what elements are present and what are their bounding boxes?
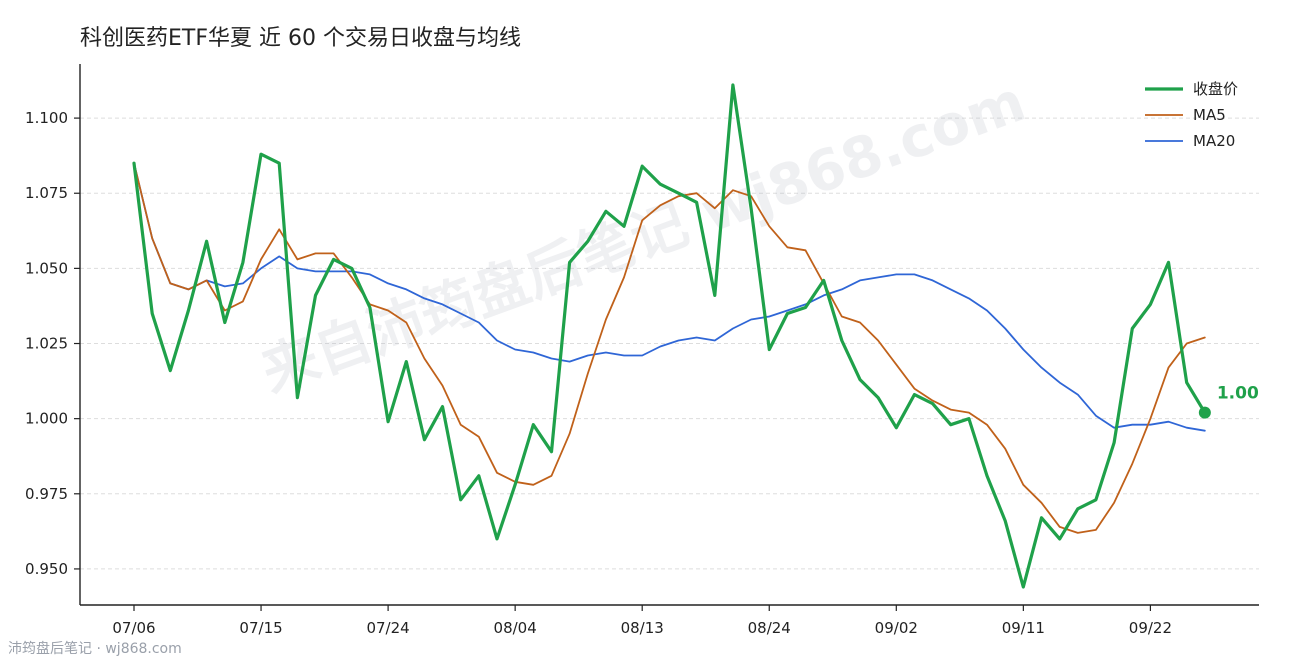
x-tick-label: 08/13: [621, 619, 664, 637]
legend: 收盘价 MA5 MA20: [1145, 80, 1238, 150]
x-tick-label: 09/02: [875, 619, 918, 637]
legend-label: MA5: [1193, 106, 1226, 124]
y-tick-label: 1.100: [25, 109, 68, 127]
y-tick-label: 1.000: [25, 410, 68, 428]
x-tick-label: 09/11: [1002, 619, 1045, 637]
y-tick-label: 1.025: [25, 335, 68, 353]
last-close-label: 1.00: [1217, 384, 1259, 404]
series-line-ma5: [133, 162, 1206, 534]
y-tick-label: 1.075: [25, 184, 68, 202]
series-line-ma20: [133, 162, 1206, 432]
series-line-close: [132, 83, 1207, 589]
x-tick-label: 09/22: [1129, 619, 1172, 637]
chart-title: 科创医药ETF华夏 近 60 个交易日收盘与均线: [80, 26, 521, 51]
legend-label: 收盘价: [1193, 80, 1238, 98]
x-axis-ticks: 07/06 07/15 07/24 08/04 08/13 08/24 09/02 09/11…: [112, 605, 1172, 637]
series-lines: [132, 83, 1207, 589]
y-tick-label: 0.975: [25, 485, 68, 503]
x-tick-label: 07/06: [112, 619, 155, 637]
x-tick-label: 07/24: [366, 619, 409, 637]
x-tick-label: 08/04: [494, 619, 537, 637]
legend-label: MA20: [1193, 132, 1235, 150]
gridlines: [80, 117, 1259, 570]
last-close-marker: [1198, 406, 1211, 419]
footer-text: 沛筠盘后笔记 · wj868.com: [8, 640, 182, 657]
y-axis-ticks: 0.950 0.975 1.000 1.025 1.050 1.075 1.100: [25, 109, 80, 578]
y-tick-label: 1.050: [25, 259, 68, 277]
x-tick-label: 07/15: [239, 619, 282, 637]
x-tick-label: 08/24: [748, 619, 791, 637]
y-tick-label: 0.950: [25, 560, 68, 578]
